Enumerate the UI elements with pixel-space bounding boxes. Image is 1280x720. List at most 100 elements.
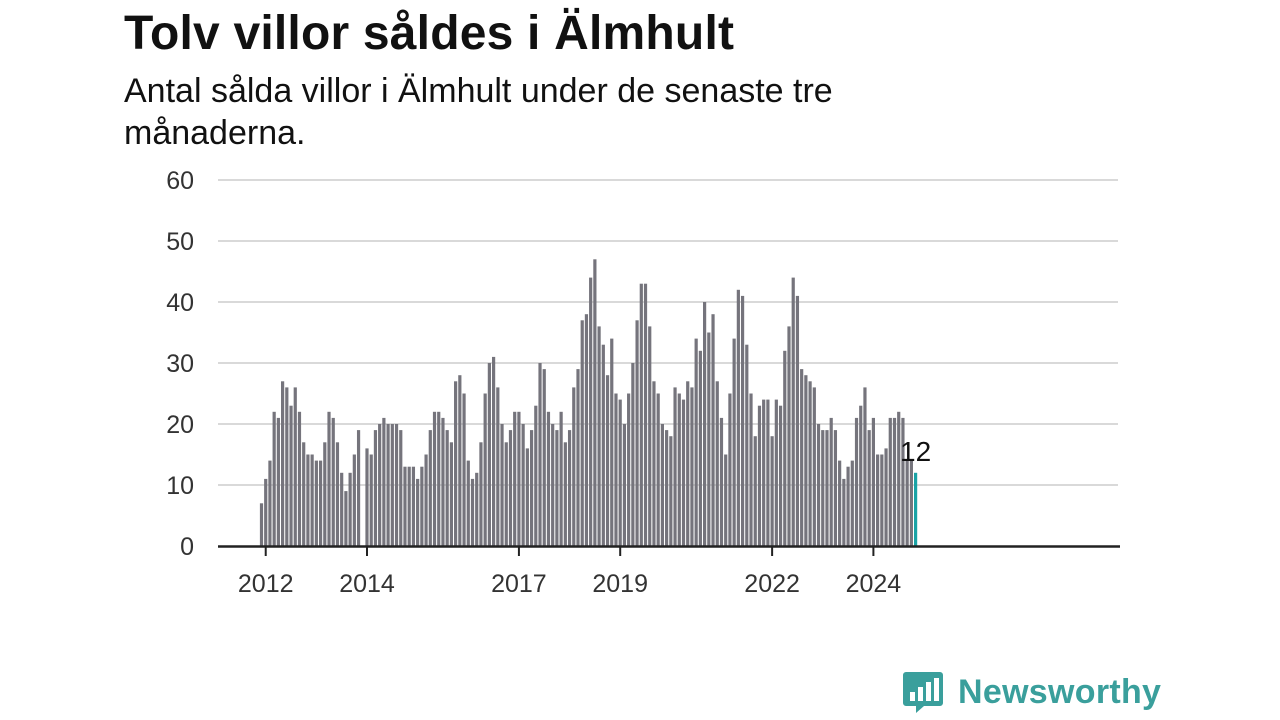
bar xyxy=(470,478,475,546)
bar xyxy=(622,424,627,546)
bar xyxy=(774,399,778,546)
bar xyxy=(694,338,698,546)
bar xyxy=(517,411,521,546)
bar xyxy=(711,314,715,546)
bar xyxy=(610,338,614,546)
bar xyxy=(399,430,403,546)
latest-value-label: 12 xyxy=(900,436,931,467)
brand-name: Newsworthy xyxy=(958,672,1162,711)
bar xyxy=(306,454,310,546)
bar xyxy=(745,344,749,546)
bar xyxy=(880,454,884,546)
bar xyxy=(715,381,719,546)
bar-chart: 0 10 20 30 40 50 60 2012 2014 2017 2019 2022 2024 1… xyxy=(166,167,1120,598)
bar xyxy=(732,338,736,546)
bar xyxy=(643,283,648,546)
bar xyxy=(508,430,513,546)
bar xyxy=(302,442,306,546)
bar xyxy=(496,387,500,546)
bar xyxy=(589,277,593,546)
x-tick-label: 2012 xyxy=(238,570,294,598)
bar xyxy=(740,295,745,546)
bar xyxy=(719,417,724,546)
bar xyxy=(386,424,390,546)
bar xyxy=(297,411,302,546)
bar xyxy=(800,369,804,546)
bar xyxy=(854,417,859,546)
bar xyxy=(445,430,449,546)
bar xyxy=(627,393,631,546)
bar xyxy=(580,320,584,546)
bar xyxy=(905,460,909,546)
bar xyxy=(753,436,757,546)
bar xyxy=(808,381,812,546)
x-tick-label: 2019 xyxy=(592,570,648,598)
bar xyxy=(335,442,340,546)
bar xyxy=(770,436,774,546)
bar-highlighted xyxy=(914,472,918,546)
bar xyxy=(268,460,272,546)
bar xyxy=(492,356,496,546)
bar xyxy=(466,460,470,546)
bar xyxy=(407,466,411,546)
bar xyxy=(449,442,453,546)
bar xyxy=(804,375,808,546)
bar xyxy=(352,454,356,546)
bar xyxy=(795,295,800,546)
bar xyxy=(635,320,639,546)
bar xyxy=(500,424,504,546)
bar xyxy=(314,460,318,546)
bar xyxy=(698,350,702,546)
bar xyxy=(778,405,783,546)
bar xyxy=(432,411,437,546)
bar xyxy=(736,289,740,546)
bar xyxy=(538,363,542,546)
newsworthy-logo: Newsworthy xyxy=(902,670,1161,714)
bar xyxy=(749,393,753,546)
bar xyxy=(762,399,766,546)
bar xyxy=(542,369,546,546)
bar xyxy=(454,381,458,546)
bar xyxy=(521,424,525,546)
bar xyxy=(656,393,660,546)
bar xyxy=(310,454,314,546)
bar xyxy=(660,424,664,546)
bar xyxy=(791,277,795,546)
bar xyxy=(340,472,344,546)
bar xyxy=(576,369,580,546)
y-tick-label: 30 xyxy=(166,350,194,378)
bar xyxy=(681,399,686,546)
bar xyxy=(285,387,289,546)
bar xyxy=(529,430,534,546)
bar xyxy=(458,375,462,546)
bar xyxy=(382,417,386,546)
bar xyxy=(356,430,361,546)
bar xyxy=(863,387,867,546)
bar xyxy=(724,454,728,546)
y-tick-label: 50 xyxy=(166,228,194,256)
bar xyxy=(884,448,888,546)
bar xyxy=(416,478,420,546)
x-tick-label: 2022 xyxy=(744,570,800,598)
bar xyxy=(829,417,833,546)
x-tick-label: 2017 xyxy=(491,570,547,598)
bar xyxy=(525,448,529,546)
x-tick-label: 2014 xyxy=(339,570,395,598)
bar xyxy=(673,387,677,546)
bar xyxy=(373,430,378,546)
bar xyxy=(318,460,323,546)
bar xyxy=(825,430,829,546)
bar xyxy=(909,460,913,546)
bar xyxy=(331,417,335,546)
bar xyxy=(669,436,673,546)
bar xyxy=(276,417,280,546)
bar xyxy=(812,387,816,546)
bar xyxy=(618,399,622,546)
bar xyxy=(593,259,597,546)
bar xyxy=(686,381,690,546)
y-tick-label: 40 xyxy=(166,289,194,317)
bar xyxy=(513,411,517,546)
bar xyxy=(437,411,441,546)
bar xyxy=(323,442,327,546)
bar xyxy=(504,442,508,546)
